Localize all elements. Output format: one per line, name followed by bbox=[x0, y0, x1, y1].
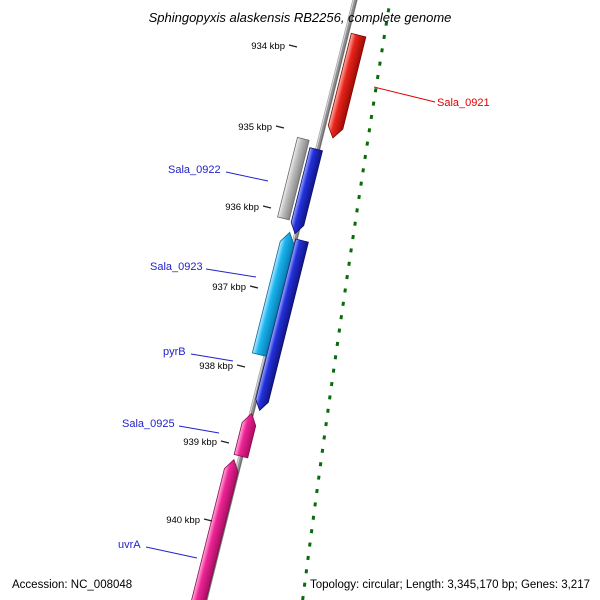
leader-line-sala-0922 bbox=[225, 171, 269, 182]
tick-936 bbox=[262, 205, 272, 209]
tick-939 bbox=[220, 440, 230, 444]
gene-arrow-sala-0923[interactable] bbox=[251, 231, 296, 357]
gene-arrow-sala-0921[interactable] bbox=[326, 32, 367, 139]
gene-arrow-uvra[interactable] bbox=[183, 458, 241, 600]
leader-line-sala-0921 bbox=[373, 86, 436, 103]
leader-line-uvra bbox=[145, 546, 198, 559]
gene-arrow-unlabeled[interactable] bbox=[289, 147, 323, 236]
tick-935 bbox=[275, 125, 285, 129]
gene-label-pyrb[interactable]: pyrB bbox=[163, 346, 186, 358]
status-summary: Topology: circular; Length: 3,345,170 bp… bbox=[309, 579, 590, 591]
gene-arrow-pyrb[interactable] bbox=[253, 238, 309, 412]
page-title: Sphingopyxis alaskensis RB2256, complete… bbox=[148, 10, 452, 25]
ruler-label-937: 937 kbp bbox=[212, 282, 246, 293]
gene-arrow-sala-0925[interactable] bbox=[233, 412, 258, 459]
dotted-ring bbox=[301, 0, 392, 600]
genome-track bbox=[183, 0, 367, 600]
ruler-ticks bbox=[203, 44, 298, 522]
ruler-label-940: 940 kbp bbox=[166, 515, 200, 526]
gene-label-sala-0923[interactable]: Sala_0923 bbox=[150, 261, 203, 273]
status-accession: Accession: NC_008048 bbox=[12, 579, 133, 591]
leader-line-pyrb bbox=[190, 353, 234, 362]
tick-937 bbox=[249, 285, 259, 289]
gene-label-sala-0922[interactable]: Sala_0922 bbox=[168, 164, 221, 176]
leader-line-sala-0925 bbox=[178, 425, 220, 434]
tick-938 bbox=[236, 364, 246, 368]
tick-940 bbox=[203, 518, 213, 522]
ruler-label-936: 936 kbp bbox=[225, 202, 259, 213]
ruler-label-934: 934 kbp bbox=[251, 41, 285, 52]
gene-label-sala-0925[interactable]: Sala_0925 bbox=[122, 418, 175, 430]
gene-arrow-sala-0922[interactable] bbox=[277, 136, 310, 221]
ruler-label-938: 938 kbp bbox=[199, 361, 233, 372]
gene-label-sala-0921[interactable]: Sala_0921 bbox=[437, 97, 490, 109]
ruler-label-935: 935 kbp bbox=[238, 122, 272, 133]
tick-934 bbox=[288, 44, 298, 48]
leader-line-sala-0923 bbox=[205, 268, 257, 278]
ruler-label-939: 939 kbp bbox=[183, 437, 217, 448]
gene-label-uvra[interactable]: uvrA bbox=[118, 539, 141, 551]
